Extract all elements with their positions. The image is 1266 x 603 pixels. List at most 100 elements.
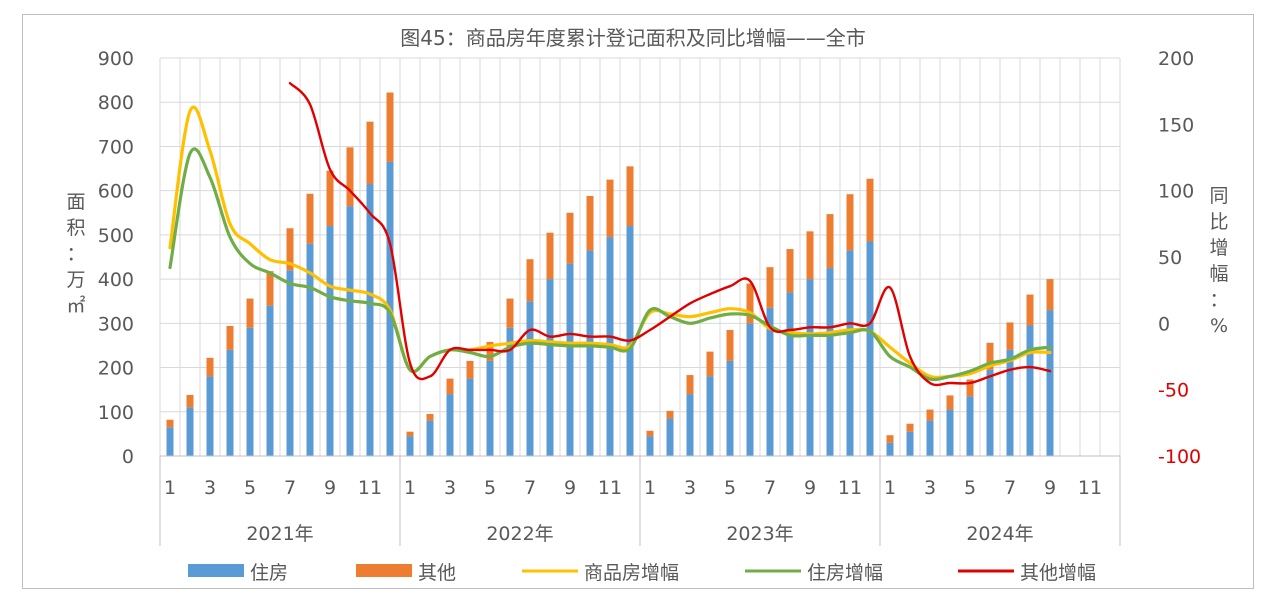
bar-housing	[546, 279, 554, 456]
x-tick-label: 3	[924, 477, 936, 499]
x-tick-label: 5	[964, 477, 976, 499]
bar-other	[846, 194, 854, 251]
y-axis-title: ㎡	[66, 294, 85, 317]
x-tick-label: 7	[524, 477, 536, 499]
bar-housing	[586, 250, 594, 456]
bar-housing	[706, 376, 714, 456]
bar-other	[866, 178, 874, 242]
x-tick-label: 7	[1004, 477, 1016, 499]
y-tick-label: 200	[98, 358, 134, 380]
bar-other	[786, 249, 794, 293]
x-tick-label: 9	[324, 477, 336, 499]
y-tick-label: 500	[98, 225, 134, 247]
x-tick-label: 3	[444, 477, 456, 499]
year-label: 2022年	[486, 523, 553, 545]
y2-tick-label: -50	[1158, 380, 1189, 402]
x-tick-label: 7	[764, 477, 776, 499]
bar-other	[166, 419, 174, 428]
bar-housing	[446, 394, 454, 456]
y2-axis-title: 比	[1209, 211, 1228, 233]
bar-other	[606, 179, 614, 238]
bar-other	[366, 121, 374, 185]
x-tick-label: 11	[598, 477, 622, 499]
x-tick-label: 9	[1044, 477, 1056, 499]
bar-other	[186, 394, 194, 408]
y2-tick-label: 150	[1158, 114, 1194, 136]
bar-other	[486, 341, 494, 361]
bar-housing	[946, 409, 954, 456]
bar-other	[286, 228, 294, 271]
bar-other	[986, 342, 994, 370]
bar-housing	[766, 307, 774, 456]
bar-other	[826, 214, 834, 269]
legend-other-swatch	[356, 564, 412, 577]
x-tick-label: 9	[564, 477, 576, 499]
bar-housing	[866, 241, 874, 456]
legend-other-growth-label: 其他增幅	[1020, 562, 1096, 584]
bar-other	[946, 395, 954, 410]
bar-housing	[266, 305, 274, 456]
bar-other	[406, 431, 414, 437]
y-tick-label: 300	[98, 313, 134, 335]
bar-other	[706, 351, 714, 377]
bar-other	[466, 360, 474, 379]
legend-housing-label: 住房	[250, 562, 288, 584]
bar-housing	[486, 360, 494, 456]
bar-housing	[426, 420, 434, 456]
bar-housing	[966, 396, 974, 456]
bar-housing	[1006, 349, 1014, 456]
x-tick-label: 7	[284, 477, 296, 499]
x-tick-label: 5	[724, 477, 736, 499]
x-tick-label: 11	[838, 477, 862, 499]
year-label: 2024年	[966, 523, 1033, 545]
y-tick-label: 900	[98, 48, 134, 70]
bar-other	[886, 435, 894, 443]
x-tick-label: 1	[644, 477, 656, 499]
y-tick-label: 700	[98, 136, 134, 158]
chart-title: 图45：商品房年度累计登记面积及同比增幅——全市	[400, 26, 866, 50]
bar-other	[226, 325, 234, 350]
line-total-growth	[168, 105, 1052, 380]
bar-housing	[406, 436, 414, 456]
x-tick-label: 1	[164, 477, 176, 499]
y2-axis-title: 幅	[1209, 263, 1228, 285]
y-tick-label: 0	[122, 446, 134, 468]
x-tick-label: 11	[358, 477, 382, 499]
y2-tick-label: 100	[1158, 181, 1194, 203]
bar-housing	[466, 378, 474, 456]
bar-housing	[246, 327, 254, 456]
y-tick-label: 600	[98, 181, 134, 203]
bar-housing	[286, 270, 294, 456]
line-other-growth	[288, 82, 1052, 387]
bar-other	[346, 147, 354, 207]
year-label: 2021年	[246, 523, 313, 545]
bar-other	[966, 379, 974, 397]
bar-housing	[526, 301, 534, 456]
bar-other	[446, 378, 454, 395]
bar-other	[726, 329, 734, 361]
bar-other	[246, 298, 254, 328]
y-axis-title: 万	[66, 269, 85, 291]
y2-tick-label: 50	[1158, 247, 1182, 269]
bar-housing	[986, 369, 994, 456]
legend-housing-swatch	[188, 564, 244, 577]
bar-other	[1046, 279, 1054, 311]
x-tick-label: 5	[244, 477, 256, 499]
y2-tick-label: -100	[1158, 446, 1201, 468]
bar-other	[586, 195, 594, 251]
bar-housing	[666, 418, 674, 456]
bar-housing	[1046, 310, 1054, 456]
bar-other	[546, 232, 554, 280]
bar-other	[746, 283, 754, 324]
y-axis-title: 积	[66, 217, 85, 239]
y2-tick-label: 200	[1158, 48, 1194, 70]
line-housing-growth	[168, 147, 1052, 382]
bar-housing	[366, 184, 374, 457]
bar-housing	[1026, 325, 1034, 456]
bar-other	[926, 409, 934, 421]
bar-other	[646, 430, 654, 437]
bar-housing	[306, 243, 314, 456]
bar-other	[306, 193, 314, 244]
bar-housing	[846, 250, 854, 456]
bar-other	[626, 166, 634, 227]
